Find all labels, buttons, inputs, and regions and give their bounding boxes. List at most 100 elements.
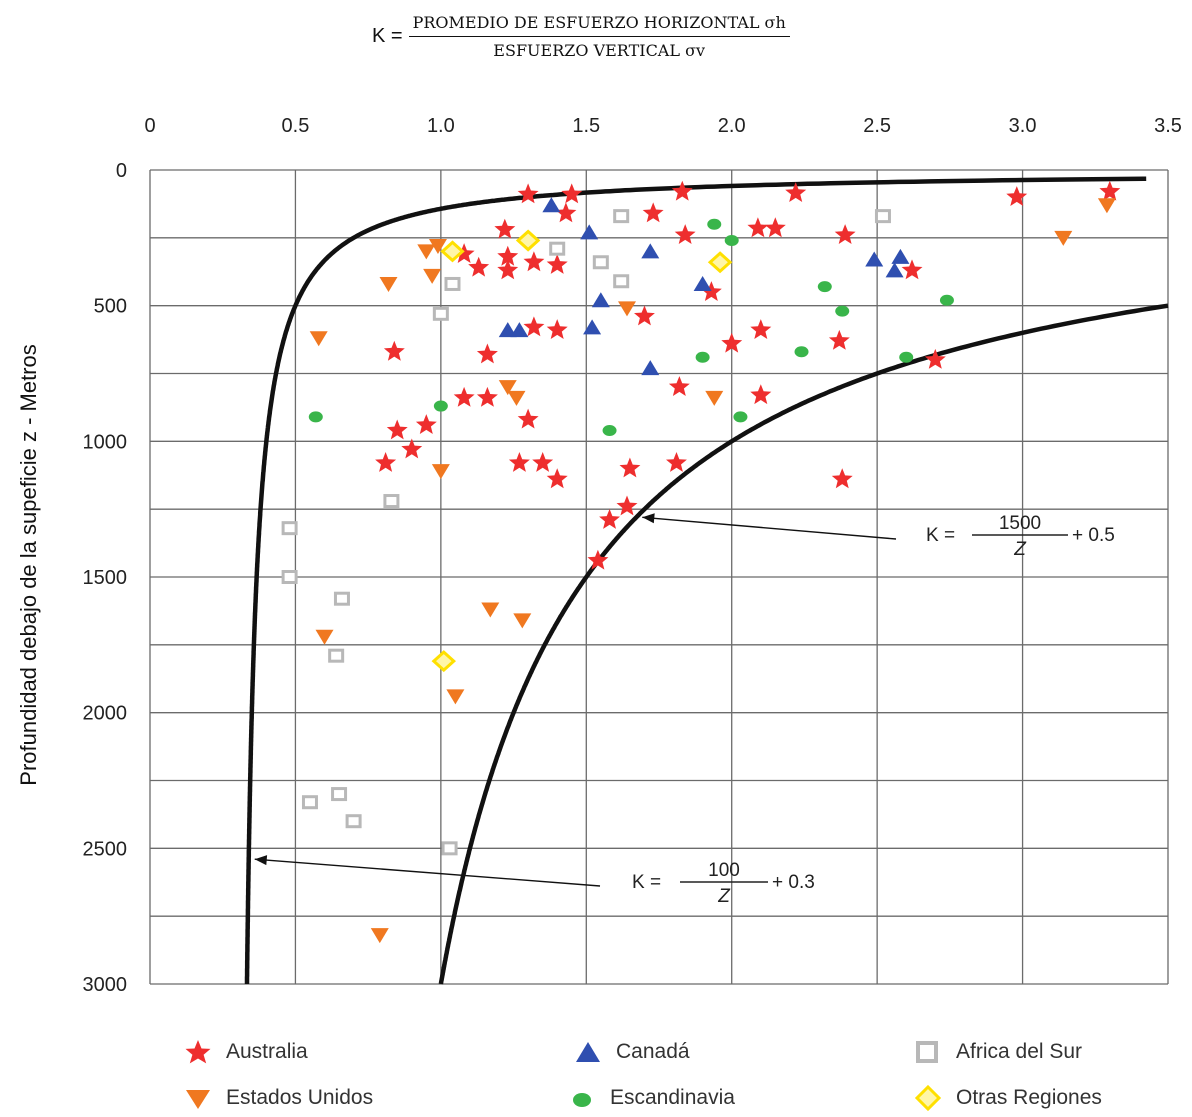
curve-formula-label: K = 1500 Z + 0.5 — [926, 513, 1115, 560]
data-point-star — [764, 217, 786, 238]
y-tick-label: 2500 — [83, 838, 128, 860]
data-point-triangle-down — [428, 238, 447, 254]
legend-item-africa-del-sur: Africa del Sur — [906, 1038, 1082, 1066]
legend-label: Canadá — [616, 1040, 690, 1063]
y-tick-label: 1000 — [83, 431, 128, 453]
data-point-diamond — [515, 229, 541, 252]
legend-item-estados-unidos: Estados Unidos — [176, 1084, 373, 1112]
grid — [149, 169, 1169, 985]
data-point-diamond — [707, 251, 733, 274]
data-point-square — [345, 814, 362, 829]
legend-item-australia: Australia — [176, 1038, 308, 1066]
x-tick-label: 2.5 — [863, 115, 891, 137]
data-point-star — [546, 254, 568, 274]
data-point-star — [634, 305, 655, 326]
data-point-triangle-down — [379, 276, 398, 292]
data-point-square — [432, 306, 449, 321]
data-point-star — [546, 319, 568, 339]
data-point-star — [599, 509, 620, 529]
formula-fraction: PROMEDIO DE ESFUERZO HORIZONTAL σh ESFUE… — [408, 13, 790, 60]
data-point-star — [497, 259, 519, 280]
data-point-square — [331, 787, 348, 802]
data-point-circle — [794, 346, 809, 358]
data-point-star — [834, 224, 856, 244]
data-point-star — [666, 452, 687, 472]
data-point-triangle-up — [591, 292, 610, 308]
x-tick-label: 2.0 — [718, 115, 746, 137]
data-point-square — [549, 241, 566, 256]
data-point-triangle-down — [315, 629, 334, 645]
data-point-star — [700, 281, 722, 301]
data-point-triangle-down — [417, 244, 436, 260]
data-point-circle — [724, 235, 739, 247]
formula-denominator: ESFUERZO VERTICAL σv — [493, 40, 706, 60]
data-point-triangle-down — [498, 380, 517, 396]
data-point-triangle-down — [705, 390, 724, 406]
y-tick-labels: 0 500 1000 1500 2000 2500 3000 — [83, 160, 128, 996]
bound-curve — [244, 176, 1147, 985]
data-point-triangle-up — [891, 248, 910, 264]
data-point-star — [494, 218, 516, 239]
legend-label: Estados Unidos — [226, 1086, 374, 1109]
data-point-circle — [835, 305, 850, 317]
legend-label: Australia — [226, 1040, 308, 1063]
y-tick-label: 0 — [116, 160, 127, 182]
data-point-triangle-down — [431, 464, 450, 480]
data-point-square — [301, 795, 318, 810]
data-point-triangle-up — [542, 197, 561, 213]
data-point-circle — [308, 411, 323, 423]
data-point-star — [1099, 180, 1121, 201]
data-point-triangle-down — [513, 613, 532, 629]
data-point-star — [668, 376, 690, 396]
data-point-circle — [433, 400, 448, 412]
data-point-star — [616, 495, 638, 516]
data-point-star — [453, 243, 475, 263]
data-point-triangle-down — [370, 928, 389, 944]
data-point-star — [901, 259, 923, 280]
data-point-triangle-down — [507, 390, 526, 406]
data-point-star — [619, 457, 641, 478]
data-point-triangle-down — [309, 331, 328, 347]
data-point-circle — [602, 424, 617, 436]
star-marker-icon — [185, 1040, 211, 1064]
x-tick-label: 3.5 — [1154, 115, 1182, 137]
y-tick-label: 3000 — [83, 974, 128, 996]
data-point-star — [674, 224, 696, 244]
data-point-triangle-up — [510, 322, 529, 338]
data-point-star — [750, 319, 772, 339]
formula-lhs: K = — [372, 24, 403, 47]
data-point-square — [613, 209, 630, 224]
data-point-circle — [939, 294, 954, 306]
x-tick-labels: 0 0.5 1.0 1.5 2.0 2.5 3.0 3.5 — [144, 115, 1181, 137]
data-point-star — [386, 419, 408, 440]
formula-lhs: K = — [926, 525, 955, 546]
data-point-star — [383, 340, 405, 361]
data-point-star — [924, 348, 946, 369]
annotation-arrowhead — [254, 855, 268, 866]
data-point-circle — [817, 281, 832, 293]
data-point-triangle-up — [583, 319, 602, 335]
legend-label: Escandinavia — [610, 1086, 735, 1109]
data-point-square — [874, 209, 891, 224]
x-tick-label: 0.5 — [282, 115, 310, 137]
data-point-star — [476, 386, 498, 407]
data-point-triangle-down — [423, 268, 442, 284]
data-point-star — [453, 386, 475, 407]
data-point-triangle-down — [618, 301, 637, 317]
square-marker-icon — [916, 1041, 938, 1063]
y-tick-label: 2000 — [83, 703, 128, 725]
data-point-triangle-up — [580, 224, 599, 240]
data-point-star — [750, 384, 772, 405]
data-point-star — [401, 438, 423, 459]
formula-rhs: + 0.3 — [772, 872, 815, 893]
data-point-square — [328, 648, 345, 663]
data-point-star — [587, 549, 609, 570]
legend-item-canada: Canadá — [566, 1038, 690, 1066]
legend-label: Otras Regiones — [956, 1086, 1102, 1109]
data-point-triangle-down — [446, 689, 465, 705]
formula-denominator: Z — [1013, 539, 1027, 560]
data-points — [281, 180, 1121, 944]
data-point-diamond — [440, 240, 465, 263]
data-point-square — [333, 591, 350, 606]
formula-rhs: + 0.5 — [1072, 525, 1115, 546]
